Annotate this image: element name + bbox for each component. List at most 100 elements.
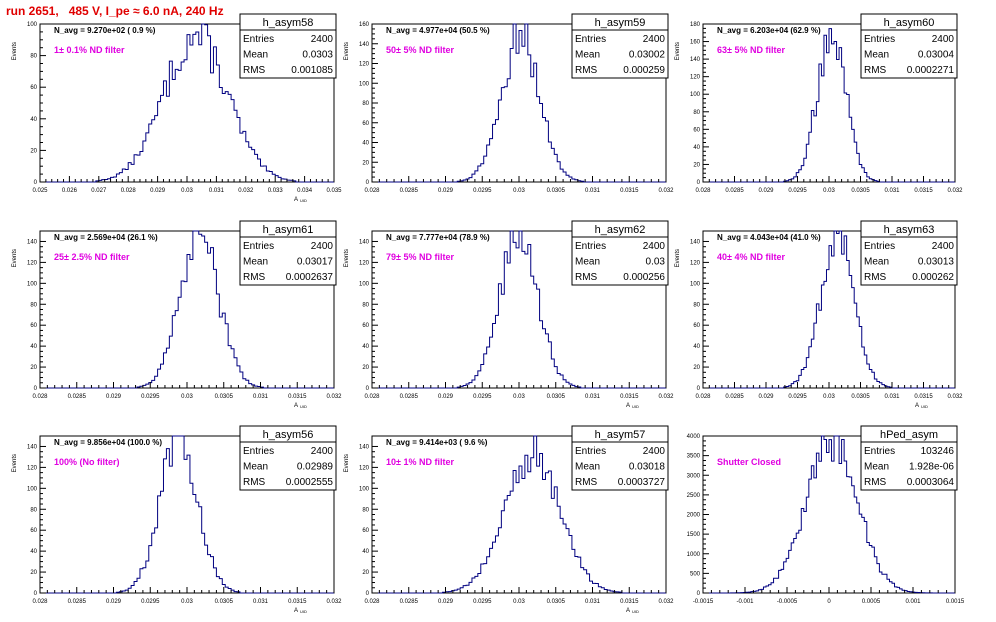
stats-value-rms: 0.0002271 [907, 65, 955, 76]
y-tick-label: 100 [27, 486, 38, 492]
x-tick-label: 0.0285 [725, 394, 744, 400]
y-tick-label: 2500 [687, 493, 701, 499]
y-tick-label: 140 [690, 57, 701, 63]
stats-value-entries: 2400 [643, 241, 666, 252]
x-tick-label: 0.0305 [215, 599, 234, 605]
x-tick-label: 0.032 [658, 599, 674, 605]
x-tick-label: -0.001 [736, 599, 754, 605]
histogram-name: h_asym61 [263, 224, 314, 236]
x-tick-label: 0.035 [326, 188, 342, 194]
y-tick-label: 60 [362, 323, 369, 329]
x-tick-label: 0.032 [947, 394, 963, 400]
x-tick-label: 0.028 [364, 599, 380, 605]
y-tick-label: 100 [690, 281, 701, 287]
stats-key-entries: Entries [243, 34, 274, 45]
stats-value-mean: 0.0303 [302, 50, 333, 61]
stats-value-mean: 0.03002 [629, 50, 666, 61]
y-tick-label: 20 [362, 365, 369, 371]
stats-key-mean: Mean [864, 50, 889, 61]
x-tick-label: 0.0315 [620, 599, 639, 605]
y-tick-label: 160 [690, 40, 701, 46]
stats-key-entries: Entries [243, 446, 274, 457]
x-tick-label: 0.03 [181, 188, 193, 194]
stats-value-entries: 2400 [643, 446, 666, 457]
y-tick-label: 60 [30, 528, 37, 534]
x-tick-label: 0.03 [823, 188, 835, 194]
histogram-panel-h_asym61: 0.028 0.0285 0.029 0.0295 0.03 0.0305 0.031 0.0… [12, 220, 342, 409]
stats-key-rms: RMS [575, 477, 598, 488]
y-tick-label: 80 [30, 507, 37, 513]
navg-label: N_avg = 6.203e+04 (62.9 %) [717, 26, 821, 35]
x-tick-label: 0.0015 [946, 599, 965, 605]
navg-label: N_avg = 7.777e+04 (78.9 %) [386, 233, 490, 242]
y-tick-label: 3000 [687, 473, 701, 479]
stats-value-rms: 0.0003064 [907, 477, 955, 488]
navg-label: N_avg = 9.856e+04 (100.0 %) [54, 438, 162, 447]
x-tick-label: 0.001 [905, 599, 921, 605]
stats-key-rms: RMS [243, 477, 266, 488]
x-tick-label: 0.031 [585, 599, 601, 605]
y-tick-label: 100 [359, 281, 370, 287]
y-tick-label: 160 [359, 22, 370, 28]
y-tick-label: 140 [690, 239, 701, 245]
histogram-line [703, 28, 955, 183]
x-tick-label: 0.034 [297, 188, 313, 194]
stats-key-mean: Mean [243, 257, 268, 268]
y-tick-label: 80 [30, 54, 37, 60]
x-tick-label: 0.028 [695, 188, 711, 194]
stats-key-mean: Mean [575, 462, 600, 473]
y-tick-label: 0 [366, 386, 370, 392]
y-axis-title: Events [675, 42, 681, 60]
y-tick-label: 60 [693, 323, 700, 329]
histogram-panel-h_asym62: 0.028 0.0285 0.029 0.0295 0.03 0.0305 0.031 0.0… [344, 220, 674, 409]
filter-annotation: 63± 5% ND filter [717, 45, 785, 55]
x-tick-label: 0.029 [438, 599, 454, 605]
stats-key-rms: RMS [575, 272, 598, 283]
x-tick-label: -0.0015 [693, 599, 714, 605]
x-tick-label: 0.029 [106, 599, 122, 605]
stats-box [860, 29, 958, 79]
x-tick-label: 0.028 [364, 188, 380, 194]
x-tick-label: 0.029 [106, 394, 122, 400]
y-tick-label: 0 [366, 591, 370, 597]
x-axis-title: A UID [294, 608, 307, 614]
x-tick-label: 0.025 [32, 188, 48, 194]
x-tick-label: 0.03 [823, 394, 835, 400]
histogram-line [703, 435, 955, 594]
y-tick-label: 20 [362, 570, 369, 576]
y-axis-title: Events [675, 249, 681, 267]
y-tick-label: 80 [362, 507, 369, 513]
x-tick-label: 0.031 [884, 188, 900, 194]
y-tick-label: 120 [359, 260, 370, 266]
stats-value-rms: 0.000259 [623, 65, 665, 76]
y-tick-label: 100 [690, 92, 701, 98]
y-tick-label: 2000 [687, 513, 701, 519]
stats-value-entries: 2400 [932, 241, 955, 252]
stats-box [571, 236, 669, 286]
filter-annotation: 25± 2.5% ND filter [54, 252, 130, 262]
x-tick-label: 0.029 [758, 394, 774, 400]
filter-annotation: 50± 5% ND filter [386, 45, 454, 55]
x-tick-label: 0.0315 [288, 599, 307, 605]
histogram-panel-h_asym60: 0.028 0.0285 0.029 0.0295 0.03 0.0305 0.031 0.0… [675, 13, 963, 194]
navg-label: N_avg = 4.977e+04 (50.5 %) [386, 26, 490, 35]
histogram-name: hPed_asym [880, 429, 938, 441]
stats-key-rms: RMS [243, 65, 266, 76]
stats-value-rms: 0.0003727 [618, 477, 666, 488]
y-tick-label: 4000 [687, 434, 701, 440]
y-tick-label: 40 [362, 549, 369, 555]
y-tick-label: 140 [359, 42, 370, 48]
y-tick-label: 80 [362, 302, 369, 308]
y-tick-label: 20 [693, 162, 700, 168]
histogram-panel-h_asym57: 0.028 0.0285 0.029 0.0295 0.03 0.0305 0.031 0.0… [344, 425, 674, 614]
filter-annotation: 10± 1% ND filter [386, 457, 454, 467]
y-tick-label: 60 [362, 121, 369, 127]
histogram-panel-hPed_asym: -0.0015 -0.001 -0.0005 0 0.0005 0.001 0.0015 0 5… [687, 425, 965, 605]
x-tick-label: 0.032 [326, 394, 342, 400]
x-tick-label: 0.032 [658, 188, 674, 194]
stats-box [860, 236, 958, 286]
stats-value-mean: 1.928e-06 [909, 462, 954, 473]
y-tick-label: 120 [27, 465, 38, 471]
y-tick-label: 140 [359, 444, 370, 450]
stats-value-mean: 0.03018 [629, 462, 666, 473]
